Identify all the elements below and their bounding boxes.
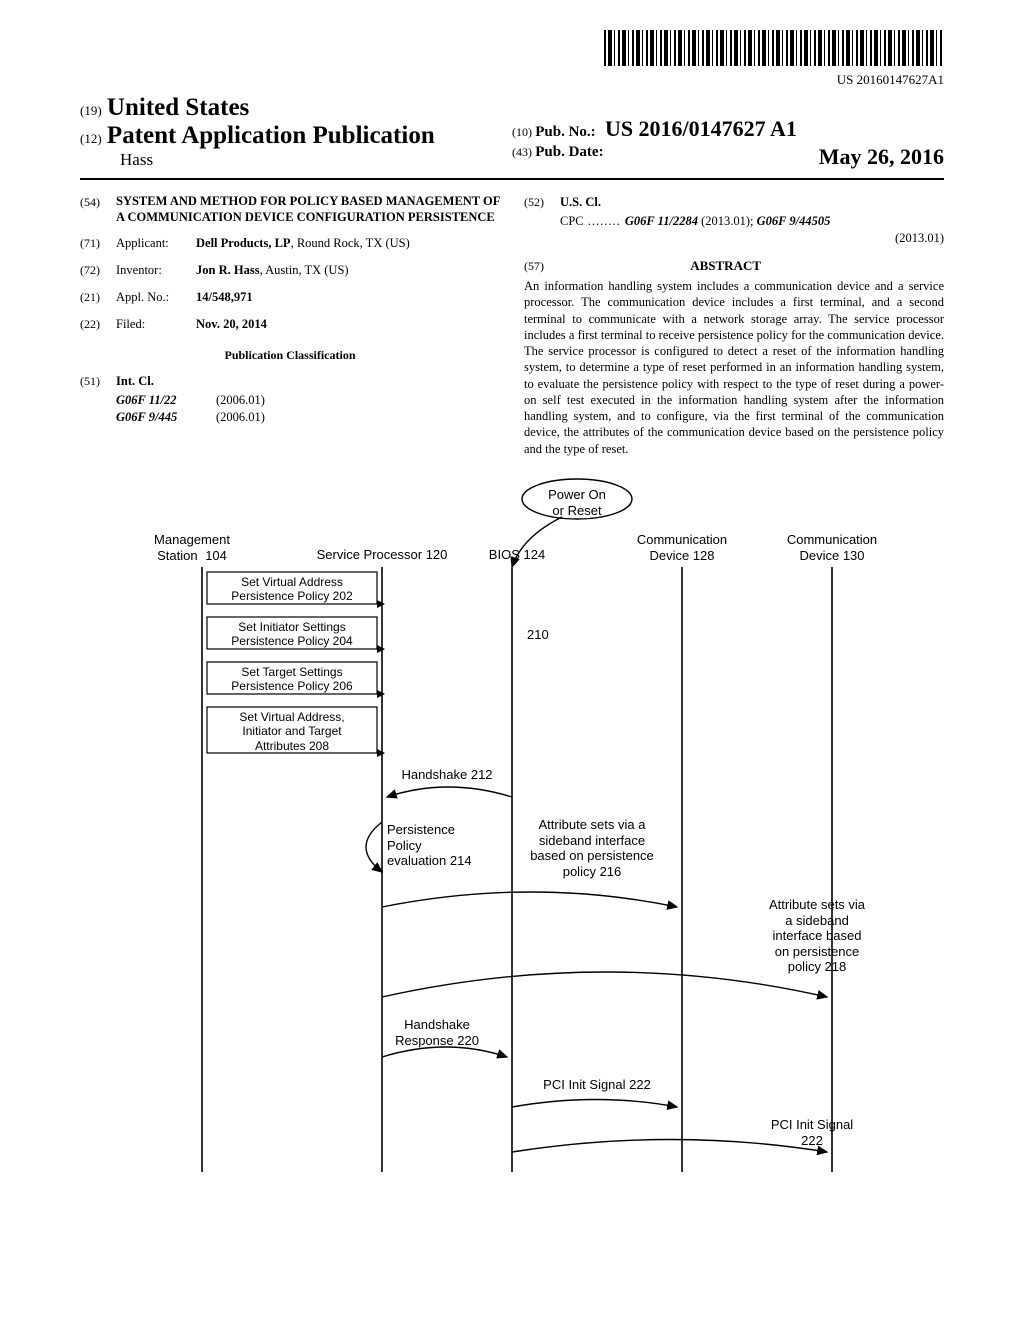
cpc-b-year: (2013.01) bbox=[560, 230, 944, 247]
power-on-label: Power Onor Reset bbox=[537, 487, 617, 518]
pubno-label: Pub. No.: bbox=[535, 124, 595, 140]
applno-code: (21) bbox=[80, 289, 116, 306]
country-name: United States bbox=[107, 94, 249, 121]
box-206: Set Target SettingsPersistence Policy 20… bbox=[210, 665, 374, 694]
cpc-prefix: CPC bbox=[560, 214, 584, 228]
country-code: (19) bbox=[80, 103, 102, 118]
label-222b: PCI Init Signal222 bbox=[757, 1117, 867, 1148]
biblio-columns: (54) SYSTEM AND METHOD FOR POLICY BASED … bbox=[80, 194, 944, 457]
lane-mgmt: ManagementStation 104 bbox=[142, 532, 242, 563]
applicant-value: Dell Products, LP bbox=[196, 236, 291, 250]
label-222a: PCI Init Signal 222 bbox=[527, 1077, 667, 1093]
lane-sp-num: 120 bbox=[426, 547, 448, 562]
cpc-line: CPC ........ G06F 11/2284 (2013.01); G06… bbox=[560, 213, 944, 247]
box-204: Set Initiator SettingsPersistence Policy… bbox=[210, 620, 374, 649]
pub-class-heading: Publication Classification bbox=[80, 347, 500, 363]
label-210: 210 bbox=[527, 627, 549, 643]
intcl-label: Int. Cl. bbox=[116, 373, 500, 390]
inventor-label: Inventor: bbox=[116, 262, 196, 279]
pubdate-value: May 26, 2016 bbox=[819, 144, 944, 170]
pub-type-title: Patent Application Publication bbox=[107, 122, 435, 149]
lane-bios-text: BIOS bbox=[489, 547, 520, 562]
intcl-class-1: G06F 9/445 bbox=[116, 409, 216, 426]
pubdate-label: Pub. Date: bbox=[535, 144, 603, 160]
pubno-code: (10) bbox=[512, 125, 532, 139]
applno-label: Appl. No.: bbox=[116, 289, 196, 306]
right-column: (52) U.S. Cl. CPC ........ G06F 11/2284 … bbox=[524, 194, 944, 457]
cpc-b: G06F 9/44505 bbox=[757, 214, 831, 228]
intcl-class-0: G06F 11/22 bbox=[116, 392, 216, 409]
label-212: Handshake 212 bbox=[392, 767, 502, 783]
label-214: PersistencePolicyevaluation 214 bbox=[387, 822, 477, 869]
pubdate-code: (43) bbox=[512, 145, 532, 159]
pub-code: (12) bbox=[80, 131, 102, 146]
label-220: HandshakeResponse 220 bbox=[387, 1017, 487, 1048]
filed-code: (22) bbox=[80, 316, 116, 333]
intcl-code: (51) bbox=[80, 373, 116, 390]
lane-cd1: CommunicationDevice 128 bbox=[622, 532, 742, 563]
filed-label: Filed: bbox=[116, 316, 196, 333]
invention-title: SYSTEM AND METHOD FOR POLICY BASED MANAG… bbox=[116, 194, 500, 225]
lane-mgmt-num: 104 bbox=[205, 548, 227, 563]
header-rule bbox=[80, 178, 944, 180]
author-name: Hass bbox=[120, 150, 512, 170]
lane-cd2: CommunicationDevice 130 bbox=[772, 532, 892, 563]
lane-sp: Service Processor 120 bbox=[297, 547, 467, 563]
abs-code: (57) bbox=[524, 259, 544, 273]
lane-cd2-num: 130 bbox=[843, 548, 865, 563]
doc-header: (19) United States (12) Patent Applicati… bbox=[80, 94, 944, 172]
inventor-loc: , Austin, TX (US) bbox=[260, 263, 349, 277]
pubno-value: US 2016/0147627 A1 bbox=[605, 116, 797, 141]
cpc-a: G06F 11/2284 bbox=[625, 214, 698, 228]
box-208: Set Virtual Address,Initiator and Target… bbox=[210, 710, 374, 753]
box-202: Set Virtual AddressPersistence Policy 20… bbox=[210, 575, 374, 604]
applno-value: 14/548,971 bbox=[196, 289, 500, 306]
lane-cd1-num: 128 bbox=[693, 548, 715, 563]
cpc-a-year: (2013.01); bbox=[698, 214, 757, 228]
lane-bios-num: 124 bbox=[524, 547, 546, 562]
label-218: Attribute sets viaa sidebandinterface ba… bbox=[757, 897, 877, 975]
barcode-block bbox=[80, 30, 944, 70]
applicant-label: Applicant: bbox=[116, 235, 196, 252]
barcode-graphic bbox=[604, 30, 944, 66]
label-216: Attribute sets via asideband interfaceba… bbox=[517, 817, 667, 879]
intcl-year-0: (2006.01) bbox=[216, 392, 265, 409]
uscl-label: U.S. Cl. bbox=[560, 194, 944, 211]
abs-label: ABSTRACT bbox=[547, 257, 904, 275]
intcl-year-1: (2006.01) bbox=[216, 409, 265, 426]
lane-sp-text: Service Processor bbox=[317, 547, 422, 562]
filed-value: Nov. 20, 2014 bbox=[196, 316, 500, 333]
applicant-code: (71) bbox=[80, 235, 116, 252]
sequence-diagram: Power Onor Reset ManagementStation 104 S… bbox=[132, 477, 892, 1177]
uscl-code: (52) bbox=[524, 194, 560, 211]
lane-bios: BIOS 124 bbox=[482, 547, 552, 563]
left-column: (54) SYSTEM AND METHOD FOR POLICY BASED … bbox=[80, 194, 500, 457]
title-code: (54) bbox=[80, 194, 116, 225]
inventor-value: Jon R. Hass bbox=[196, 263, 260, 277]
inventor-code: (72) bbox=[80, 262, 116, 279]
applicant-loc: , Round Rock, TX (US) bbox=[291, 236, 410, 250]
abstract-text: An information handling system includes … bbox=[524, 278, 944, 457]
cpc-dots: ........ bbox=[584, 214, 625, 228]
barcode-text: US 20160147627A1 bbox=[80, 72, 944, 88]
